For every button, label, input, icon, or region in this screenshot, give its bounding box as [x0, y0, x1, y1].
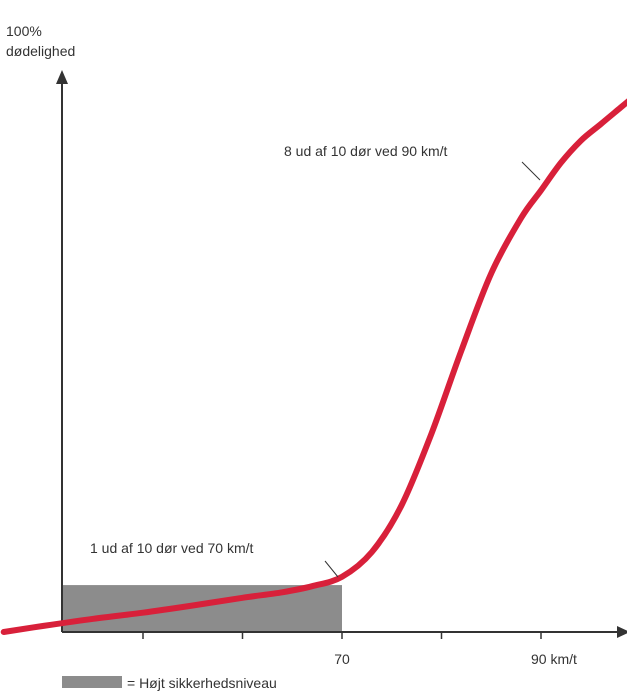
y-axis-label-line1: 100%: [6, 23, 42, 39]
x-tick-label: 90 km/t: [531, 651, 577, 667]
annotation-text: 1 ud af 10 dør ved 70 km/t: [90, 540, 254, 556]
series-group: [0, 98, 627, 635]
x-axis-arrow: [617, 626, 627, 638]
y-axis-label-line2: dødelighed: [6, 43, 75, 59]
series-line: [0, 98, 627, 635]
x-tick-label: 70: [334, 651, 350, 667]
x-axis-ticks: 70 90 km/t: [142, 632, 577, 667]
legend-swatch: [62, 676, 122, 688]
legend-label: = Højt sikkerhedsniveau: [127, 675, 277, 691]
annotation-leader: [521, 161, 541, 181]
annotation-text: 8 ud af 10 dør ved 90 km/t: [284, 143, 448, 159]
annotation-leader: [324, 560, 339, 578]
annotations-group: 8 ud af 10 dør ved 90 km/t 1 ud af 10 dør…: [90, 143, 541, 578]
safety-region: [62, 585, 342, 632]
y-axis-arrow: [56, 70, 68, 84]
